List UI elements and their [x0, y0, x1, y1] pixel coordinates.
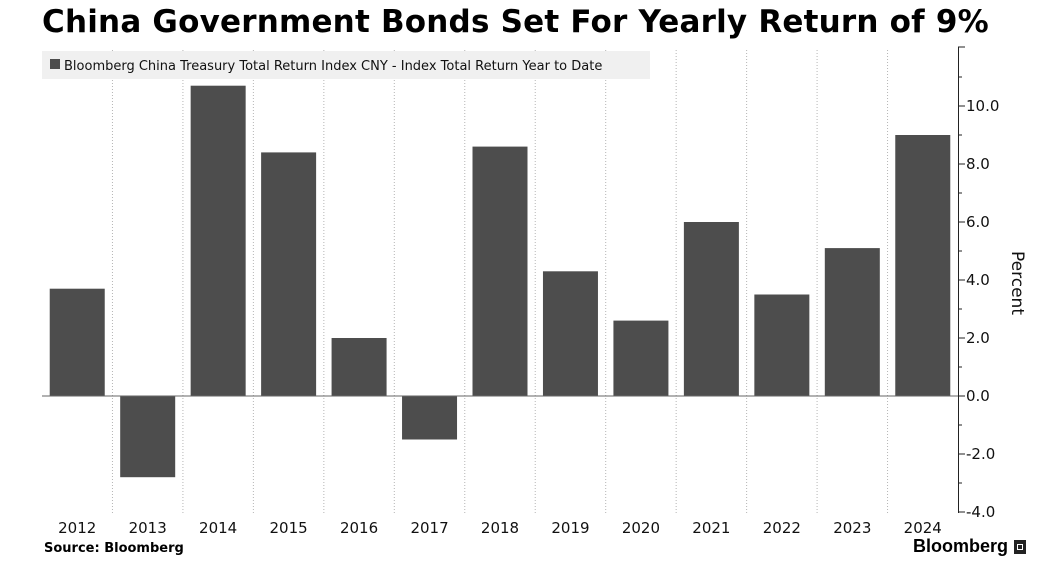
x-tick-label: 2023 [833, 519, 871, 537]
x-tick-label: 2015 [270, 519, 308, 537]
source-note: Source: Bloomberg [44, 541, 184, 556]
x-tick-label: 2016 [340, 519, 378, 537]
y-tick-label: 2.0 [966, 329, 990, 347]
y-tick-label: -2.0 [966, 445, 995, 463]
bar-2019 [542, 271, 598, 396]
y-axis-label: Percent [1007, 251, 1027, 315]
bar-2015 [261, 152, 317, 396]
bar-2012 [49, 288, 105, 396]
x-tick-label: 2014 [199, 519, 237, 537]
bar-2023 [824, 248, 880, 396]
x-tick-label: 2012 [58, 519, 96, 537]
legend-label: Bloomberg China Treasury Total Return In… [64, 59, 602, 74]
bar-2022 [754, 294, 810, 396]
bar-2024 [895, 135, 951, 396]
bar-2016 [331, 338, 387, 396]
y-tick-label: 4.0 [966, 271, 990, 289]
y-tick-label: 8.0 [966, 155, 990, 173]
gridlines [111, 50, 889, 513]
chart-title: China Government Bonds Set For Yearly Re… [42, 4, 989, 40]
legend-box [42, 51, 650, 79]
x-tick-label: 2020 [622, 519, 660, 537]
x-tick-label: 2024 [904, 519, 942, 537]
terminal-icon [1014, 539, 1026, 554]
x-tick-label: 2018 [481, 519, 519, 537]
x-tick-label: 2019 [551, 519, 589, 537]
x-tick-label: 2022 [763, 519, 801, 537]
bars [42, 85, 958, 478]
x-tick-label: 2021 [692, 519, 730, 537]
brand-name: Bloomberg [912, 536, 1008, 556]
y-axis: -4.0 -2.0 0.0 2.0 4.0 6.0 8.0 10.0 [958, 46, 999, 521]
bar-2017 [402, 396, 458, 440]
x-tick-label: 2013 [129, 519, 167, 537]
x-tick-label: 2017 [410, 519, 448, 537]
legend-swatch [50, 59, 60, 69]
brand-logo: Bloomberg [913, 536, 1026, 557]
bar-2020 [613, 320, 669, 396]
bar-2014 [190, 85, 246, 396]
bar-2018 [472, 146, 528, 396]
bar-2013 [120, 396, 176, 478]
y-tick-label: -4.0 [966, 503, 995, 521]
y-tick-label: 10.0 [966, 97, 999, 115]
y-tick-label: 0.0 [966, 387, 990, 405]
y-tick-label: 6.0 [966, 213, 990, 231]
x-axis: 2012 2013 2014 2015 2016 2017 2018 2019 2020 2021… [58, 519, 942, 537]
bar-2021 [683, 222, 739, 396]
